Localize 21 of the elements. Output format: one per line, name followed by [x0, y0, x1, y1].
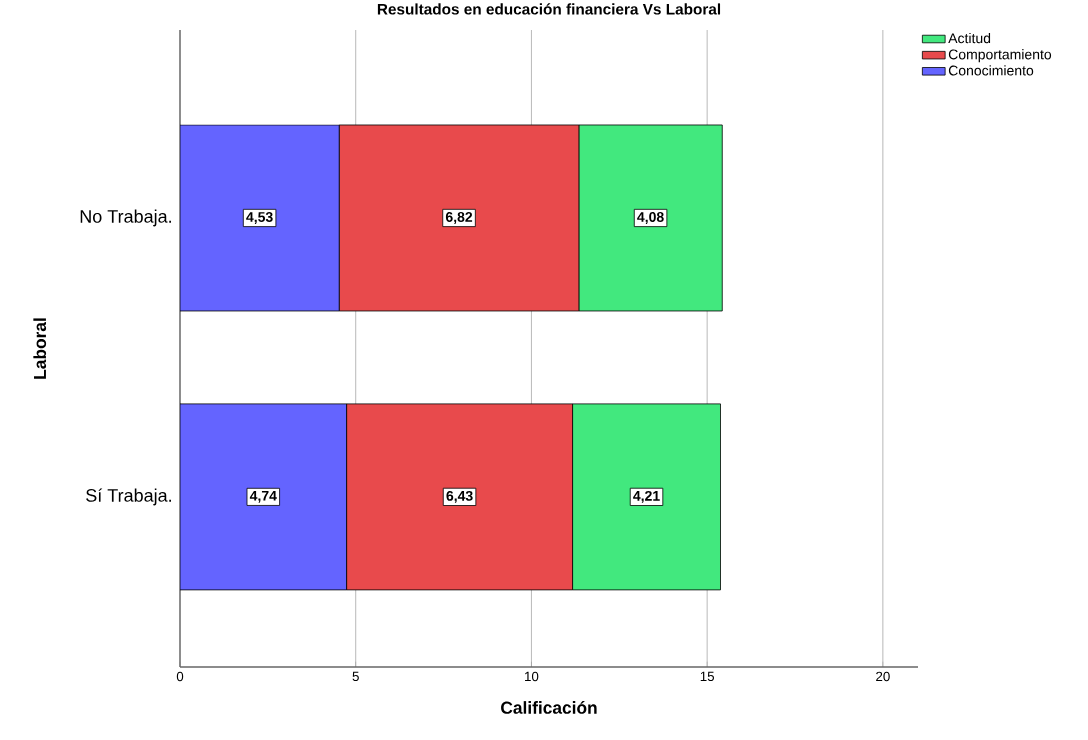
legend-label: Comportamiento: [948, 49, 1052, 63]
x-tick-label: 15: [700, 671, 715, 682]
data-label: 6,82: [445, 212, 473, 224]
x-tick-label: 5: [352, 671, 359, 682]
y-tick-label: No Trabaja.: [80, 209, 171, 227]
x-tick-label: 20: [876, 671, 890, 682]
data-label: 4,21: [633, 490, 660, 503]
x-axis-title: Calificación: [501, 700, 597, 714]
y-axis-title: Laboral: [33, 318, 47, 379]
legend-label: Actitud: [948, 32, 991, 44]
chart-title: Resultados en educación financiera Vs Laboral: [377, 3, 721, 15]
data-label: 6,43: [446, 490, 473, 503]
x-tick-label: 0: [176, 671, 184, 682]
bar: [180, 403, 347, 591]
data-label: 4,74: [249, 490, 277, 503]
data-label: 4,08: [637, 212, 664, 224]
bar: [180, 124, 340, 312]
y-tick-label: Sí Trabaja.: [86, 488, 171, 506]
legend-label: Conocimiento: [948, 65, 1034, 76]
x-tick-label: 10: [525, 671, 539, 682]
data-label: 4,53: [246, 212, 273, 224]
